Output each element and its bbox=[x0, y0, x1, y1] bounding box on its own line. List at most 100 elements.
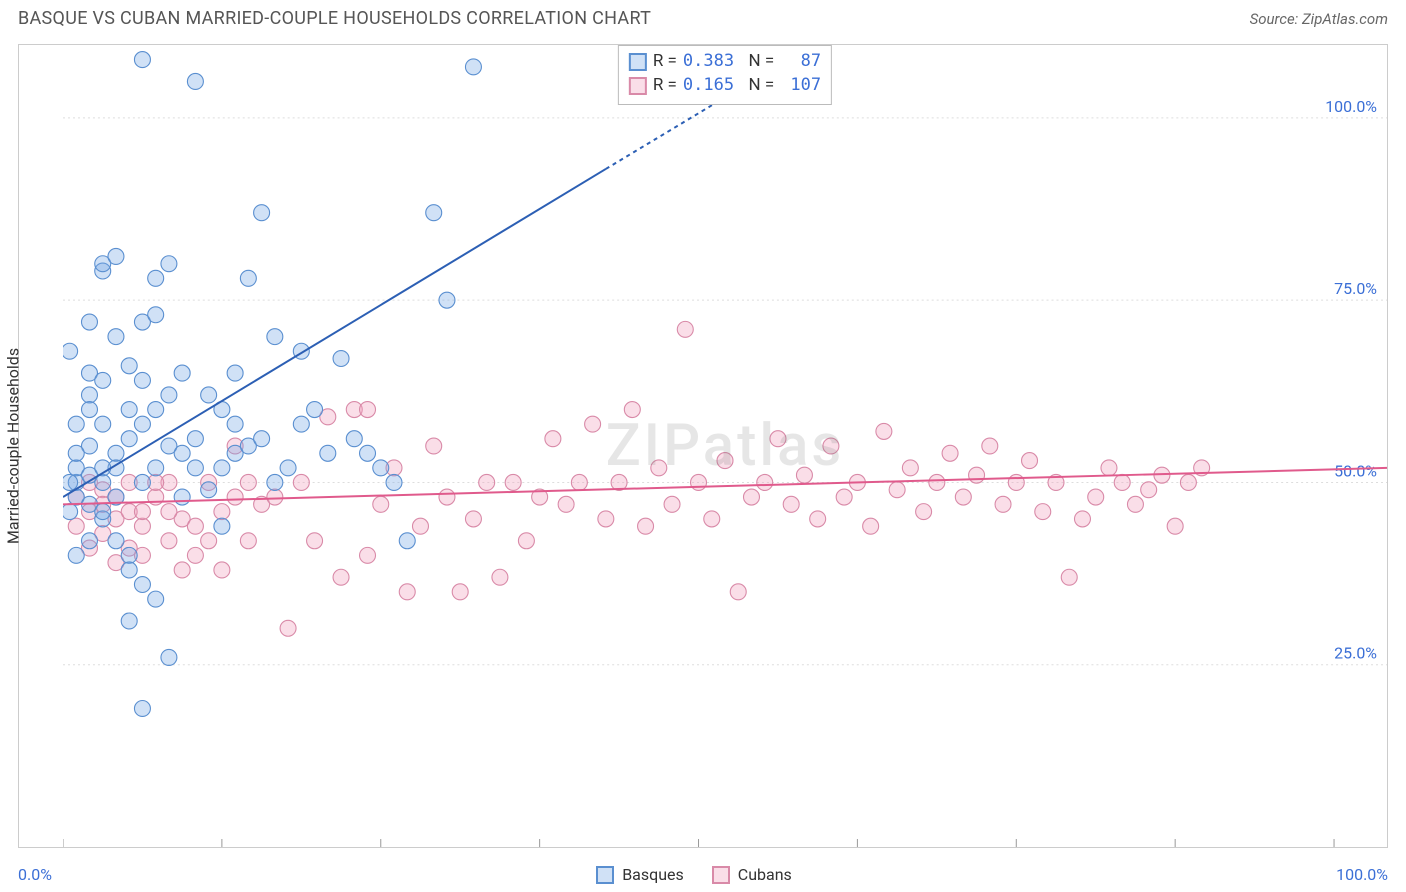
cubans-point bbox=[1022, 453, 1038, 469]
cubans-r-value: 0.165 bbox=[683, 74, 734, 98]
basques-point bbox=[174, 445, 190, 461]
basques-point bbox=[81, 314, 97, 330]
basques-r-value: 0.383 bbox=[683, 50, 734, 74]
basques-point bbox=[174, 365, 190, 381]
cubans-point bbox=[214, 504, 230, 520]
basques-point bbox=[227, 416, 243, 432]
cubans-point bbox=[796, 467, 812, 483]
cubans-point bbox=[1088, 489, 1104, 505]
cubans-point bbox=[161, 533, 177, 549]
cubans-point bbox=[1074, 511, 1090, 527]
basques-point bbox=[95, 416, 111, 432]
cubans-point bbox=[439, 489, 455, 505]
cubans-point bbox=[1114, 474, 1130, 490]
cubans-point bbox=[823, 438, 839, 454]
basques-point bbox=[426, 205, 442, 221]
y-tick-label: 50.0% bbox=[1334, 461, 1377, 480]
cubans-point bbox=[1127, 496, 1143, 512]
basques-point bbox=[267, 329, 283, 345]
cubans-point bbox=[1008, 474, 1024, 490]
cubans-point bbox=[134, 518, 150, 534]
cubans-point bbox=[691, 474, 707, 490]
cubans-point bbox=[492, 569, 508, 585]
cubans-point bbox=[465, 511, 481, 527]
cubans-point bbox=[227, 489, 243, 505]
cubans-point bbox=[240, 474, 256, 490]
basques-point bbox=[399, 533, 415, 549]
cubans-point bbox=[664, 496, 680, 512]
cubans-point bbox=[161, 504, 177, 520]
legend-row-cubans: R =0.165 N = 107 bbox=[629, 74, 821, 98]
cubans-point bbox=[426, 438, 442, 454]
cubans-point bbox=[201, 533, 217, 549]
basques-point bbox=[254, 205, 270, 221]
cubans-point bbox=[412, 518, 428, 534]
cubans-point bbox=[717, 453, 733, 469]
basques-point bbox=[121, 431, 137, 447]
basques-point bbox=[267, 474, 283, 490]
cubans-point bbox=[916, 504, 932, 520]
basques-point bbox=[134, 700, 150, 716]
cubans-point bbox=[518, 533, 534, 549]
basques-point bbox=[68, 445, 84, 461]
y-tick-label: 100.0% bbox=[1325, 97, 1377, 116]
cubans-point bbox=[214, 562, 230, 578]
basques-point bbox=[148, 591, 164, 607]
basques-swatch-icon bbox=[629, 53, 647, 71]
y-tick-label: 75.0% bbox=[1334, 279, 1377, 298]
basques-point bbox=[465, 59, 481, 75]
basques-point bbox=[108, 533, 124, 549]
legend-label: Cubans bbox=[738, 865, 792, 884]
cubans-point bbox=[704, 511, 720, 527]
cubans-point bbox=[638, 518, 654, 534]
basques-point bbox=[240, 270, 256, 286]
basques-point bbox=[121, 613, 137, 629]
basques-point bbox=[81, 533, 97, 549]
basques-point bbox=[227, 365, 243, 381]
cubans-point bbox=[1141, 482, 1157, 498]
cubans-point bbox=[174, 562, 190, 578]
cubans-point bbox=[360, 547, 376, 563]
basques-point bbox=[121, 562, 137, 578]
cubans-point bbox=[955, 489, 971, 505]
basques-point bbox=[95, 504, 111, 520]
basques-point bbox=[81, 387, 97, 403]
y-axis-label: Married-couple Households bbox=[4, 348, 23, 544]
chart-frame: Married-couple Households ZIPatlas R =0.… bbox=[18, 44, 1388, 848]
cubans-point bbox=[743, 489, 759, 505]
cubans-point bbox=[730, 584, 746, 600]
cubans-point bbox=[863, 518, 879, 534]
cubans-point bbox=[267, 489, 283, 505]
cubans-point bbox=[187, 547, 203, 563]
x-min-label: 0.0% bbox=[18, 865, 52, 884]
basques-point bbox=[121, 547, 137, 563]
cubans-point bbox=[1035, 504, 1051, 520]
r-label: R = bbox=[653, 50, 677, 74]
basques-point bbox=[360, 445, 376, 461]
basques-point bbox=[320, 445, 336, 461]
legend-label: Basques bbox=[622, 865, 684, 884]
basques-point bbox=[214, 518, 230, 534]
x-axis-footer: 0.0% Basques Cubans 100.0% bbox=[18, 865, 1388, 884]
plot-area: ZIPatlas R =0.383 N = 87R =0.165 N = 107… bbox=[63, 45, 1387, 847]
n-label: N = bbox=[740, 50, 774, 74]
cubans-point bbox=[479, 474, 495, 490]
cubans-point bbox=[1180, 474, 1196, 490]
basques-point bbox=[214, 460, 230, 476]
legend-item-basques[interactable]: Basques bbox=[596, 865, 684, 884]
cubans-point bbox=[1167, 518, 1183, 534]
x-max-label: 100.0% bbox=[1336, 865, 1388, 884]
cubans-point bbox=[982, 438, 998, 454]
series-legend: Basques Cubans bbox=[596, 865, 792, 884]
basques-point bbox=[68, 416, 84, 432]
basques-point bbox=[386, 474, 402, 490]
basques-point bbox=[187, 460, 203, 476]
cubans-point bbox=[969, 467, 985, 483]
cubans-point bbox=[68, 518, 84, 534]
basques-point bbox=[134, 577, 150, 593]
cubans-point bbox=[134, 504, 150, 520]
cubans-point bbox=[307, 533, 323, 549]
basques-point bbox=[201, 387, 217, 403]
legend-item-cubans[interactable]: Cubans bbox=[712, 865, 792, 884]
basques-point bbox=[373, 460, 389, 476]
